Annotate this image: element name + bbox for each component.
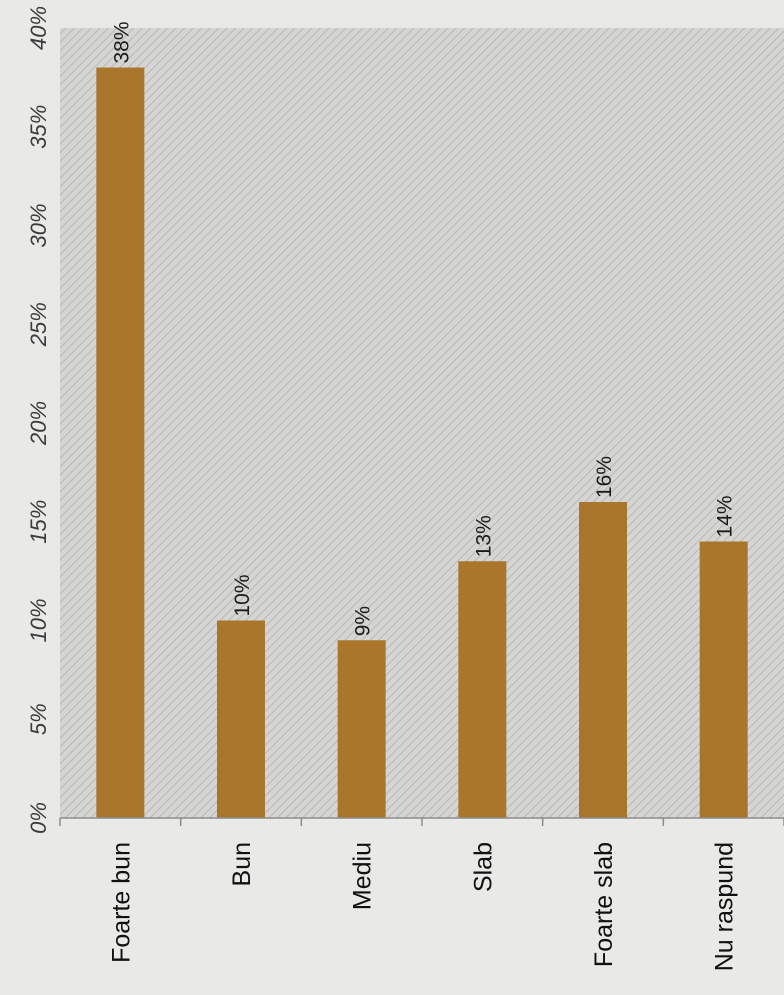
bar (579, 502, 627, 818)
bar-value-label: 9% (352, 606, 375, 636)
y-tick-label: 10% (26, 598, 51, 642)
bar-value-label: 16% (593, 456, 616, 498)
y-tick-label: 5% (26, 703, 51, 735)
bar-value-label: 38% (110, 21, 133, 63)
y-tick-label: 25% (26, 302, 51, 347)
bar-value-label: 10% (231, 574, 254, 616)
bar (96, 67, 145, 818)
category-label: Foarte slab (590, 842, 618, 967)
bar-value-label: 13% (472, 515, 495, 557)
y-axis-ticks: 0% 5% 10% 15% 20% 25% 30% 35% 40% (26, 6, 51, 834)
y-tick-label: 40% (26, 6, 51, 50)
category-label: Nu raspund (711, 842, 739, 971)
category-label: Slab (469, 842, 497, 892)
category-label: Foarte bun (107, 842, 135, 963)
data-labels: 38% 10% 9% 13% 16% 14% (110, 21, 736, 636)
y-tick-label: 20% (26, 401, 51, 446)
y-tick-label: 30% (26, 203, 51, 247)
bar-value-label: 14% (714, 495, 737, 537)
bar (337, 640, 386, 818)
category-label: Mediu (349, 842, 377, 910)
y-tick-label: 35% (26, 105, 51, 149)
category-label: Bun (228, 842, 256, 886)
y-tick-label: 15% (26, 500, 51, 544)
bar (217, 620, 265, 818)
bar (699, 541, 748, 818)
category-labels: Foarte bun Bun Mediu Slab Foarte slab Nu rasp… (107, 842, 738, 971)
x-axis-ticks (59, 818, 784, 826)
bar (458, 561, 507, 818)
plot-area (60, 28, 784, 818)
y-tick-label: 0% (26, 802, 51, 834)
bars (96, 67, 748, 818)
